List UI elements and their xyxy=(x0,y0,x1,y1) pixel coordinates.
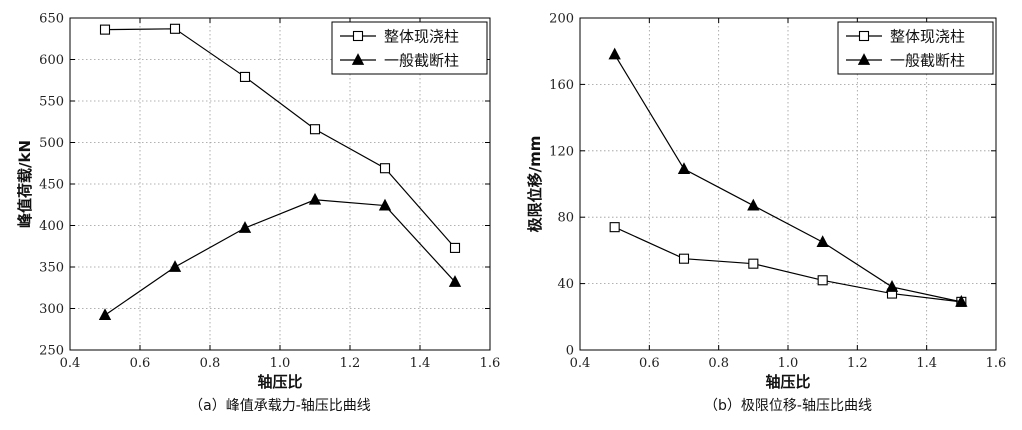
panel-a-chart: 0.4 0.6 0.8 1.0 1.2 1.4 1.6 250 300 350 400 450 500 5… xyxy=(16,12,500,415)
panel-b-legend-marker-2 xyxy=(857,53,871,65)
panel-b-y-tick-label: 160 xyxy=(549,78,574,93)
panel-b-x-tick-label: 1.6 xyxy=(986,356,1007,371)
panel-a-y-tick-label: 500 xyxy=(39,136,64,151)
panel-a-x-tick-label: 1.6 xyxy=(480,356,501,371)
panel-a-x-tick-label: 1.4 xyxy=(410,356,431,371)
panel-b-series-2-line xyxy=(614,54,962,303)
panel-a-series-2 xyxy=(98,192,462,321)
panel-b-x-tick-label: 1.4 xyxy=(916,356,937,371)
panel-b-caption: （b）极限位移-轴压比曲线 xyxy=(704,398,872,414)
panel-b-series-1-point xyxy=(609,222,620,233)
panel-a-series-2-point xyxy=(448,275,462,287)
panel-a-legend-marker-1 xyxy=(352,30,364,42)
panel-a-y-tick-label: 600 xyxy=(39,53,64,68)
panel-a-y-tick-label: 450 xyxy=(39,178,64,193)
panel-a-y-tick-label: 300 xyxy=(39,302,64,317)
panel-a-series-1-point xyxy=(169,23,181,34)
panel-b-series-2-point xyxy=(955,294,968,307)
panel-b-series-1-point xyxy=(817,275,828,286)
panel-a-legend-marker-2 xyxy=(351,53,365,65)
panel-a-legend-box xyxy=(331,21,488,75)
panel-a-legend-label-2: 一般截断柱 xyxy=(384,52,459,70)
panel-a-series-2-point xyxy=(238,221,252,233)
panel-a-caption: （a）峰值承载力-轴压比曲线 xyxy=(189,398,371,414)
panel-b-legend-label-2: 一般截断柱 xyxy=(890,52,965,70)
panel-a-x-axis-title: 轴压比 xyxy=(257,373,302,391)
panel-a-x-tick-label: 0.6 xyxy=(130,356,151,371)
panel-b-x-axis-title: 轴压比 xyxy=(765,373,810,391)
panel-a-series-1 xyxy=(99,23,461,253)
panel-b-x-tick-label: 0.4 xyxy=(570,356,591,371)
panel-b-y-tick-label: 80 xyxy=(557,211,574,226)
panel-b-x-tick-label: 1.2 xyxy=(847,356,868,371)
panel-a-y-axis-title: 峰值荷载/kN xyxy=(16,140,34,228)
panel-a-y-tick-label: 250 xyxy=(39,344,64,359)
panel-a-series-1-point xyxy=(99,24,111,35)
panel-a-series-2-point xyxy=(308,192,322,205)
panel-b-chart: 0.4 0.6 0.8 1.0 1.2 1.4 1.6 0 40 80 120 160 200 轴压比 极限… xyxy=(526,12,1006,415)
panel-a-y-tick-label: 350 xyxy=(39,261,64,276)
panel-b-series-2-point xyxy=(608,47,621,60)
panel-b-y-tick-label: 40 xyxy=(557,277,574,292)
panel-a-series-1-point xyxy=(239,71,251,82)
panel-a-x-tick-label: 1.0 xyxy=(270,356,291,371)
panel-a-x-tick-label: 0.4 xyxy=(60,356,81,371)
panel-b-legend-label-1: 整体现浇柱 xyxy=(890,28,965,46)
panel-a-y-tick-label: 650 xyxy=(39,12,64,27)
panel-a-series-2-point xyxy=(168,260,182,272)
panel-b-y-axis-title: 极限位移/mm xyxy=(526,136,544,233)
panel-b-y-tick-label: 120 xyxy=(549,144,574,159)
panel-b-x-tick-label: 0.8 xyxy=(708,356,729,371)
panel-b-y-tick-label: 0 xyxy=(566,344,574,359)
panel-b-series-1-point xyxy=(748,258,759,269)
panel-b-x-tick-label: 1.0 xyxy=(778,356,799,371)
panel-b-y-tick-label: 200 xyxy=(549,12,574,27)
panel-b-series-2-point xyxy=(747,198,760,211)
panel-a-series-2-point xyxy=(98,308,112,321)
panel-b-series-2-point xyxy=(885,280,899,292)
panel-a-series-1-point xyxy=(449,242,461,253)
panel-a-x-tick-label: 1.2 xyxy=(340,356,361,371)
panel-b-series-2-point xyxy=(677,162,691,174)
panel-a-series-1-point xyxy=(379,163,391,174)
panel-b-x-tick-label: 0.6 xyxy=(639,356,660,371)
panel-b-series-1-point xyxy=(678,253,690,264)
panel-b-legend-marker-1 xyxy=(858,30,870,42)
panel-a-series-2-point xyxy=(378,198,392,211)
panel-a-series-2-line xyxy=(104,199,456,316)
panel-b-series-2 xyxy=(608,47,968,307)
panel-a-y-tick-label: 550 xyxy=(39,95,64,110)
panel-a-y-tick-label: 400 xyxy=(39,219,64,234)
panel-b-legend-box xyxy=(837,21,994,75)
panel-a-series-1-line xyxy=(104,28,456,249)
panel-b-series-2-point xyxy=(816,235,829,248)
panel-b-series-1-line xyxy=(614,226,962,303)
panel-a-series-1-point xyxy=(309,124,321,135)
panel-a-x-tick-label: 0.8 xyxy=(200,356,221,371)
panel-a-legend-label-1: 整体现浇柱 xyxy=(384,28,459,46)
